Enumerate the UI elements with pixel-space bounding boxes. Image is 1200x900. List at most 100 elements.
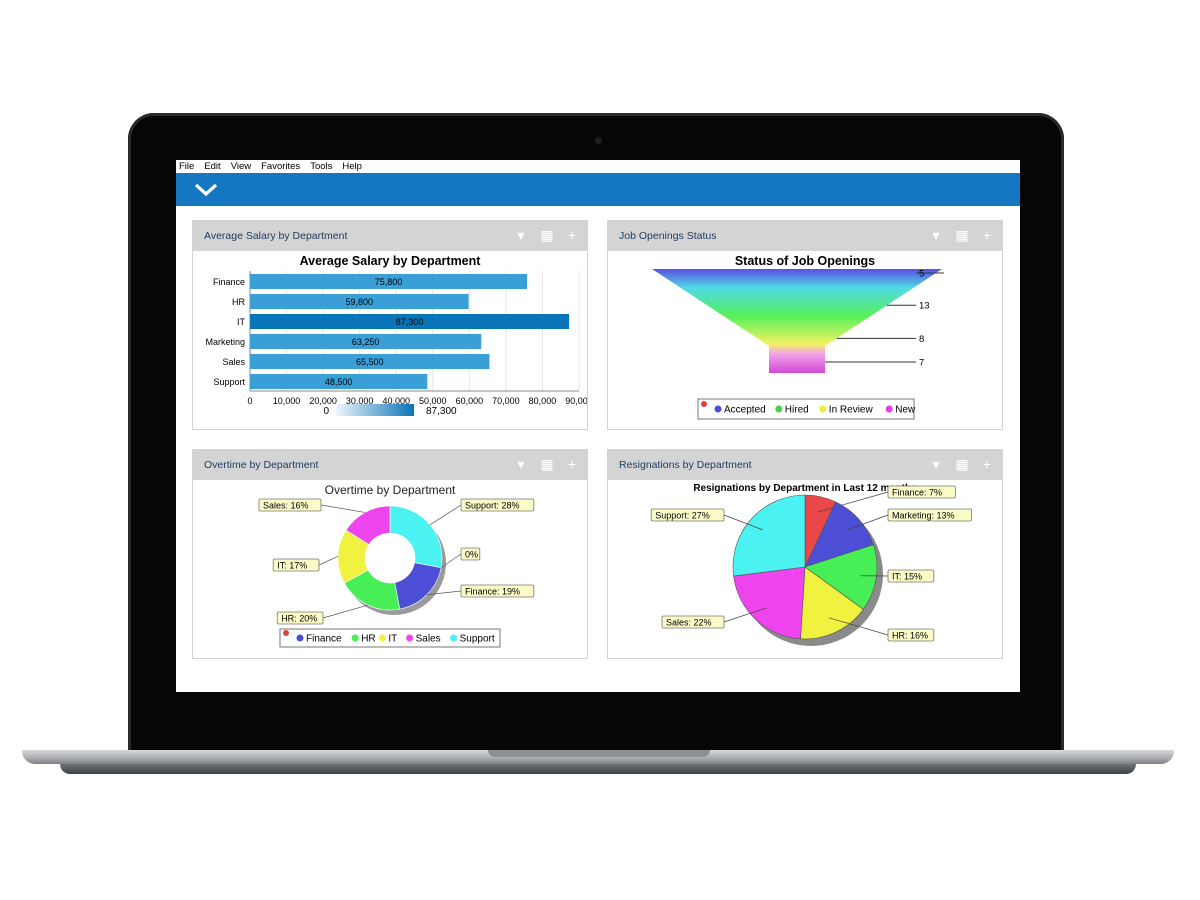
legend-max-label: 87,300 (426, 406, 457, 417)
legend-label: Finance (306, 634, 342, 645)
chart-title: Overtime by Department (325, 483, 456, 497)
camera-icon (595, 137, 602, 144)
legend-marker (819, 405, 827, 413)
callout-line (318, 556, 339, 566)
plus-icon[interactable]: + (567, 227, 577, 243)
legend-label: Sales (416, 634, 441, 645)
dropdown-icon[interactable]: ▾ (517, 456, 525, 472)
callout-label: Support: 28% (465, 501, 520, 511)
legend-marker (714, 405, 722, 413)
funnel-value-label: 5 (919, 269, 924, 280)
bar-value-label: 63,250 (352, 337, 380, 347)
callout-label: HR: 16% (892, 631, 928, 641)
funnel-value-label: 13 (919, 301, 930, 312)
panel-title: Job Openings Status (619, 230, 717, 242)
menu-favorites[interactable]: Favorites (261, 161, 301, 172)
color-scale-legend (336, 404, 414, 416)
resignations-pie-chart: Resignations by Department in Last 12 mo… (650, 483, 972, 646)
menu-view[interactable]: View (230, 161, 252, 172)
pie-slice (733, 566, 806, 640)
menu-tools[interactable]: Tools (310, 161, 333, 172)
laptop-base-edge (60, 764, 1136, 774)
panel-title: Resignations by Department (619, 459, 752, 471)
menu-edit[interactable]: Edit (204, 161, 221, 172)
chart-title: Average Salary by Department (300, 254, 482, 268)
legend-marker (450, 634, 458, 642)
callout-box (887, 485, 956, 499)
bar-value-label: 75,800 (375, 277, 403, 287)
funnel-value-label: 7 (919, 357, 924, 368)
legend-marker (775, 405, 783, 413)
callout-box (276, 611, 324, 625)
bar-value-label: 87,300 (396, 317, 424, 327)
plus-icon[interactable]: + (567, 456, 577, 472)
callout-label: 0% (465, 550, 478, 560)
funnel-value-label: 8 (919, 334, 924, 345)
chevron-logo-icon[interactable] (194, 183, 218, 197)
bar-value-label: 65,500 (356, 357, 384, 367)
openings-funnel-chart: Status of Job Openings 5 13 8 7 Accepted Hired… (652, 254, 944, 420)
x-tick-label: 90,000 (565, 396, 587, 406)
callout-label: Sales: 16% (263, 501, 309, 511)
table-icon[interactable]: ▦ (955, 227, 969, 243)
x-tick-label: 80,000 (529, 396, 557, 406)
legend-box (279, 628, 501, 648)
callout-box (661, 615, 725, 629)
salary-bar-chart: Average Salary by Department 0 10,000 20,00… (205, 254, 587, 417)
legend-label: In Review (829, 405, 874, 416)
salary-bar (250, 334, 482, 349)
callout-line (828, 617, 889, 636)
panel-salary: Average Salary by Department ▾ ▦ + Avera… (192, 220, 588, 430)
x-tick-label: 10,000 (273, 396, 301, 406)
legend-label: Accepted (724, 405, 766, 416)
overtime-donut-chart: Overtime by Department Support: 28% 0% Fina… (258, 483, 535, 648)
menu-file[interactable]: File (179, 161, 195, 172)
legend-label: New (895, 405, 916, 416)
y-tick-label: Support (213, 377, 245, 387)
legend-label: Support (460, 634, 495, 645)
pie-slice (804, 544, 878, 610)
legend-marker-red (283, 630, 289, 636)
callout-line (723, 607, 767, 623)
menu-help[interactable]: Help (342, 161, 362, 172)
table-icon[interactable]: ▦ (540, 227, 554, 243)
panel-title: Overtime by Department (204, 459, 319, 471)
panel-overtime: Overtime by Department ▾ ▦ + Overtime by… (192, 449, 588, 659)
legend-marker (406, 634, 414, 642)
callout-box (887, 628, 935, 642)
salary-bar (250, 314, 570, 329)
panel-title: Average Salary by Department (204, 230, 348, 242)
y-tick-label: HR (232, 297, 245, 307)
dropdown-icon[interactable]: ▾ (932, 227, 940, 243)
plus-icon[interactable]: + (982, 456, 992, 472)
legend-marker (351, 634, 359, 642)
legend-marker (296, 634, 304, 642)
dropdown-icon[interactable]: ▾ (517, 227, 525, 243)
dropdown-icon[interactable]: ▾ (932, 456, 940, 472)
callout-line (322, 604, 368, 619)
x-tick-label: 50,000 (419, 396, 447, 406)
panel-header: Average Salary by Department ▾ ▦ + (193, 221, 587, 251)
y-tick-label: Finance (213, 277, 245, 287)
callout-label: Sales: 22% (666, 618, 712, 628)
callout-box (460, 584, 535, 598)
callout-line (320, 504, 366, 513)
laptop-hinge-notch (488, 750, 710, 757)
salary-bar (250, 354, 490, 369)
legend-marker (885, 405, 893, 413)
x-tick-label: 0 (247, 396, 252, 406)
x-tick-label: 60,000 (456, 396, 484, 406)
laptop-base (22, 750, 1174, 764)
table-icon[interactable]: ▦ (540, 456, 554, 472)
y-tick-label: Marketing (205, 337, 245, 347)
salary-bar (250, 274, 528, 289)
callout-label: IT: 15% (892, 572, 922, 582)
callout-label: Support: 27% (655, 511, 710, 521)
callout-line (429, 504, 462, 526)
legend-marker (378, 634, 386, 642)
legend-box (697, 398, 915, 420)
y-tick-label: Sales (222, 357, 245, 367)
callout-box (887, 508, 972, 522)
table-icon[interactable]: ▦ (955, 456, 969, 472)
plus-icon[interactable]: + (982, 227, 992, 243)
